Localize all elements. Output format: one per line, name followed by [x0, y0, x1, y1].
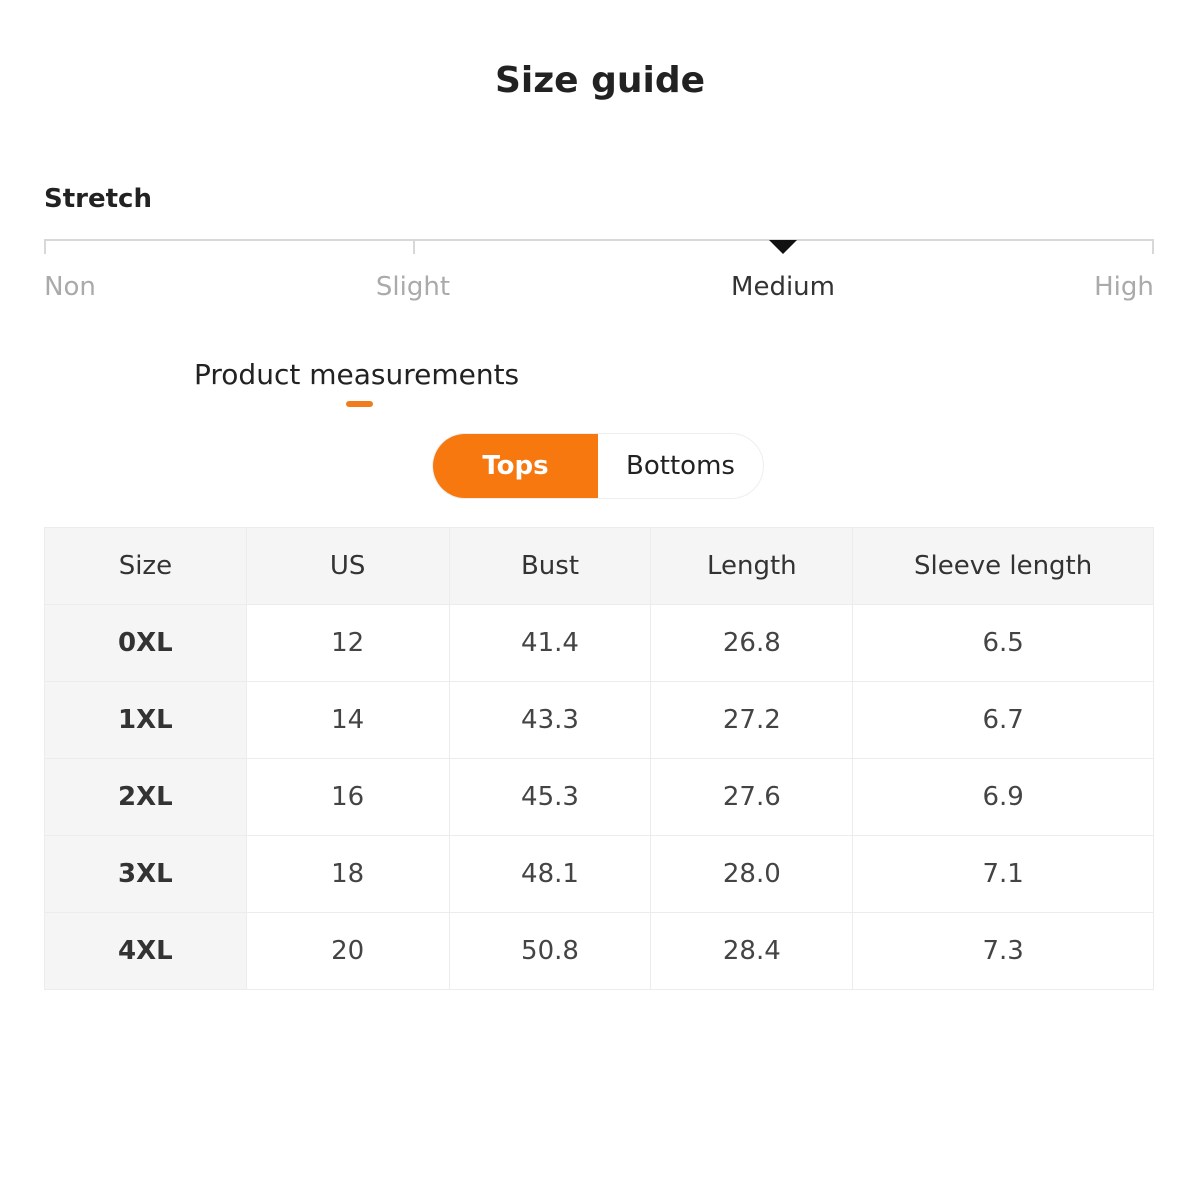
size-cell: 0XL	[44, 604, 247, 682]
tab-product-measurements[interactable]: Product measurements	[194, 358, 520, 391]
size-cell: 2XL	[44, 758, 247, 836]
tops-button[interactable]: Tops	[433, 434, 598, 498]
stretch-level-slight: Slight	[375, 272, 451, 302]
stretch-level-non: Non	[44, 272, 96, 302]
size-cell: 1XL	[44, 681, 247, 759]
table-cell: 6.5	[852, 604, 1154, 682]
size-table: Size US Bust Length Sleeve length 0XL 12 41.4 2…	[44, 527, 1154, 990]
table-row: 2XL 16 45.3 27.6 6.9	[44, 758, 1154, 836]
table-row: 0XL 12 41.4 26.8 6.5	[44, 604, 1154, 682]
table-cell: 16	[245, 758, 450, 836]
table-cell: 41.4	[448, 604, 652, 682]
column-header: Sleeve length	[852, 527, 1154, 605]
table-cell: 48.1	[448, 835, 652, 913]
table-row: 1XL 14 43.3 27.2 6.7	[44, 681, 1154, 759]
table-cell: 27.6	[650, 758, 854, 836]
scale-tick	[44, 239, 46, 254]
page-title: Size guide	[494, 60, 706, 101]
table-cell: 27.2	[650, 681, 854, 759]
column-header: US	[245, 527, 450, 605]
table-cell: 7.3	[852, 912, 1154, 990]
table-cell: 6.9	[852, 758, 1154, 836]
table-cell: 6.7	[852, 681, 1154, 759]
table-cell: 7.1	[852, 835, 1154, 913]
bottoms-button[interactable]: Bottoms	[626, 451, 735, 481]
table-cell: 14	[245, 681, 450, 759]
table-cell: 26.8	[650, 604, 854, 682]
scale-tick	[413, 239, 415, 254]
category-toggle: Tops Bottoms	[432, 433, 764, 499]
stretch-label: Stretch	[44, 184, 152, 214]
active-tab-indicator	[346, 401, 373, 407]
table-cell: 43.3	[448, 681, 652, 759]
table-row: 4XL 20 50.8 28.4 7.3	[44, 912, 1154, 990]
scale-tick	[1152, 239, 1154, 254]
stretch-scale-track	[44, 239, 1154, 241]
stretch-level-medium: Medium	[731, 272, 835, 302]
column-header: Length	[650, 527, 854, 605]
table-cell: 20	[245, 912, 450, 990]
table-cell: 50.8	[448, 912, 652, 990]
size-cell: 3XL	[44, 835, 247, 913]
stretch-level-high: High	[1094, 272, 1154, 302]
stretch-indicator-icon	[769, 240, 797, 254]
table-cell: 12	[245, 604, 450, 682]
table-cell: 28.0	[650, 835, 854, 913]
column-header: Bust	[448, 527, 652, 605]
table-cell: 18	[245, 835, 450, 913]
table-cell: 28.4	[650, 912, 854, 990]
column-header: Size	[44, 527, 247, 605]
table-cell: 45.3	[448, 758, 652, 836]
table-row: 3XL 18 48.1 28.0 7.1	[44, 835, 1154, 913]
size-cell: 4XL	[44, 912, 247, 990]
